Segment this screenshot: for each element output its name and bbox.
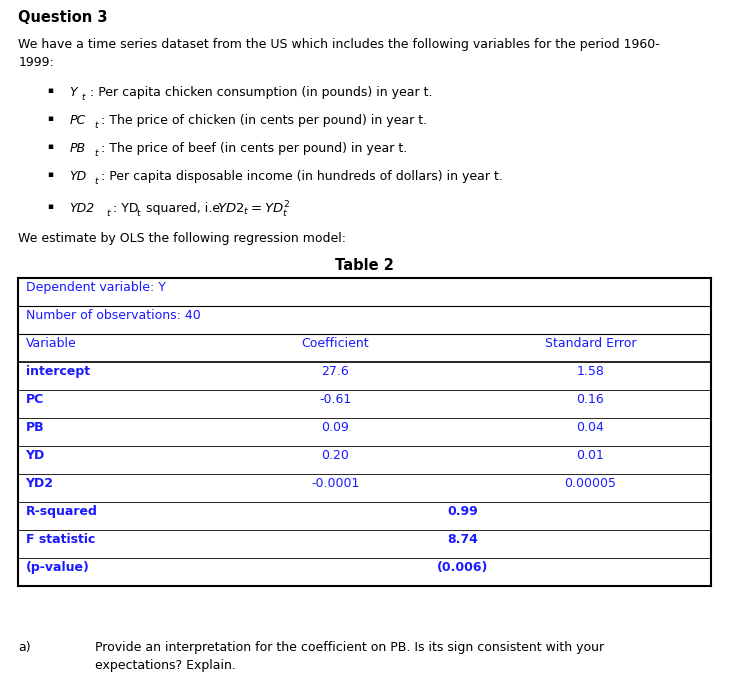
Text: t: t <box>82 93 85 102</box>
Text: ▪: ▪ <box>47 114 53 123</box>
Text: intercept: intercept <box>26 365 90 378</box>
Text: Variable: Variable <box>26 337 77 350</box>
Text: a): a) <box>18 641 31 654</box>
Text: 0.20: 0.20 <box>321 449 349 462</box>
Text: -0.61: -0.61 <box>319 393 351 406</box>
Text: : Per capita chicken consumption (in pounds) in year t.: : Per capita chicken consumption (in pou… <box>90 86 432 99</box>
Text: PB: PB <box>69 142 85 155</box>
Text: t: t <box>136 209 140 218</box>
Text: PC: PC <box>26 393 44 406</box>
Text: Number of observations: 40: Number of observations: 40 <box>26 309 200 322</box>
Text: -0.0001: -0.0001 <box>311 477 359 490</box>
Text: 1.58: 1.58 <box>577 365 604 378</box>
Text: F statistic: F statistic <box>26 533 95 546</box>
Text: ▪: ▪ <box>47 170 53 179</box>
Text: 0.99: 0.99 <box>448 505 478 518</box>
Text: PB: PB <box>26 421 44 434</box>
Text: (0.006): (0.006) <box>437 561 488 574</box>
Text: : The price of beef (in cents per pound) in year t.: : The price of beef (in cents per pound)… <box>101 142 408 155</box>
Text: YD2: YD2 <box>26 477 53 490</box>
Text: YD: YD <box>26 449 44 462</box>
Text: $\mathit{YD2}_{t} = \mathit{YD}_{t}^{2}$: $\mathit{YD2}_{t} = \mathit{YD}_{t}^{2}$ <box>217 200 290 220</box>
Text: t: t <box>106 209 110 218</box>
Text: Standard Error: Standard Error <box>545 337 636 350</box>
Text: Y: Y <box>69 86 77 99</box>
Text: t: t <box>94 177 98 186</box>
Text: 8.74: 8.74 <box>448 533 478 546</box>
Text: 0.16: 0.16 <box>577 393 604 406</box>
Text: 27.6: 27.6 <box>321 365 349 378</box>
Text: : Per capita disposable income (in hundreds of dollars) in year t.: : Per capita disposable income (in hundr… <box>101 170 503 183</box>
Text: : YD: : YD <box>113 202 139 215</box>
Text: Provide an interpretation for the coefficient on PB. Is its sign consistent with: Provide an interpretation for the coeffi… <box>95 641 604 654</box>
Text: Question 3: Question 3 <box>18 10 108 25</box>
Text: YD2: YD2 <box>69 202 95 215</box>
Text: 0.04: 0.04 <box>577 421 604 434</box>
Text: We have a time series dataset from the US which includes the following variables: We have a time series dataset from the U… <box>18 38 660 51</box>
Text: PC: PC <box>69 114 85 127</box>
Text: expectations? Explain.: expectations? Explain. <box>95 659 235 672</box>
Text: YD: YD <box>69 170 87 183</box>
Text: 1999:: 1999: <box>18 56 54 69</box>
Text: t: t <box>94 149 98 158</box>
Text: Table 2: Table 2 <box>335 258 394 273</box>
Text: 0.00005: 0.00005 <box>564 477 617 490</box>
Text: Dependent variable: Y: Dependent variable: Y <box>26 281 165 294</box>
Text: : The price of chicken (in cents per pound) in year t.: : The price of chicken (in cents per pou… <box>101 114 427 127</box>
Text: ▪: ▪ <box>47 202 53 211</box>
Text: t: t <box>94 121 98 130</box>
Text: ▪: ▪ <box>47 142 53 151</box>
Text: ▪: ▪ <box>47 86 53 95</box>
Text: We estimate by OLS the following regression model:: We estimate by OLS the following regress… <box>18 232 346 245</box>
Text: (p-value): (p-value) <box>26 561 90 574</box>
Text: 0.01: 0.01 <box>577 449 604 462</box>
Text: R-squared: R-squared <box>26 505 98 518</box>
Text: Coefficient: Coefficient <box>302 337 369 350</box>
Text: 0.09: 0.09 <box>321 421 349 434</box>
Text: squared, i.e.: squared, i.e. <box>142 202 228 215</box>
